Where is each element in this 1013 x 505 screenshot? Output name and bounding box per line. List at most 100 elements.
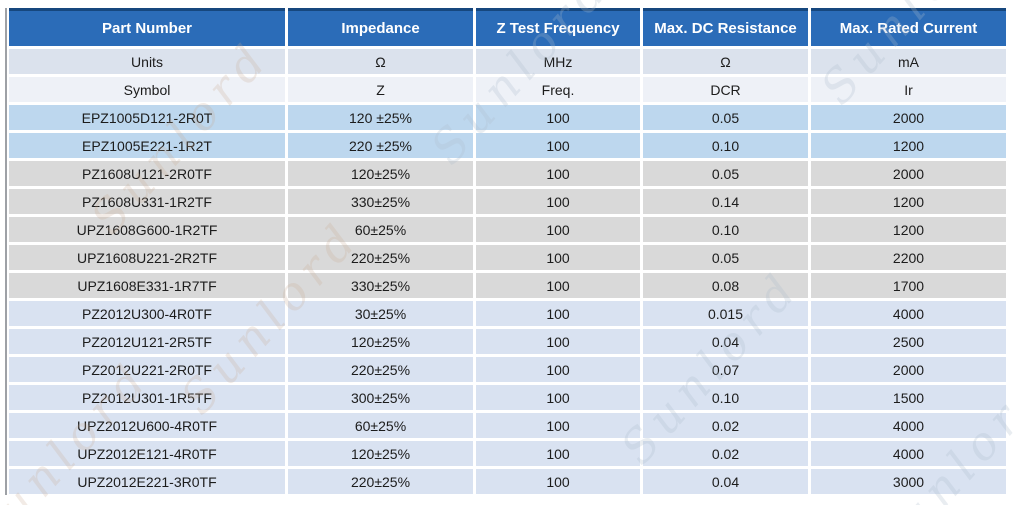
max-rated-current-cell: 1200: [811, 189, 1006, 214]
max-dc-resistance-cell: 0.08: [643, 273, 808, 298]
symbol-cell: Z: [288, 77, 473, 102]
max-rated-current-cell: 4000: [811, 441, 1006, 466]
part-number-cell: UPZ2012E221-3R0TF: [9, 469, 285, 494]
part-number-cell: UPZ1608E331-1R7TF: [9, 273, 285, 298]
z-test-frequency-cell: 100: [476, 273, 640, 298]
symbol-cell: Ir: [811, 77, 1006, 102]
impedance-cell: 120±25%: [288, 441, 473, 466]
impedance-cell: 220±25%: [288, 245, 473, 270]
table-row: PZ2012U300-4R0TF 30±25% 100 0.015 4000: [9, 301, 1006, 326]
z-test-frequency-cell: 100: [476, 161, 640, 186]
part-number-cell: EPZ1005D121-2R0T: [9, 105, 285, 130]
z-test-frequency-cell: 100: [476, 385, 640, 410]
part-number-cell: PZ1608U121-2R0TF: [9, 161, 285, 186]
symbol-row-label: Symbol: [9, 77, 285, 102]
units-cell: mA: [811, 49, 1006, 74]
header-row: Part Number Impedance Z Test Frequency M…: [9, 8, 1006, 46]
max-dc-resistance-cell: 0.02: [643, 413, 808, 438]
max-rated-current-cell: 2000: [811, 161, 1006, 186]
table-row: UPZ1608G600-1R2TF 60±25% 100 0.10 1200: [9, 217, 1006, 242]
table-row: PZ2012U301-1R5TF 300±25% 100 0.10 1500: [9, 385, 1006, 410]
z-test-frequency-cell: 100: [476, 217, 640, 242]
table-row: PZ2012U121-2R5TF 120±25% 100 0.04 2500: [9, 329, 1006, 354]
table-row: UPZ1608U221-2R2TF 220±25% 100 0.05 2200: [9, 245, 1006, 270]
units-row-label: Units: [9, 49, 285, 74]
part-number-cell: PZ1608U331-1R2TF: [9, 189, 285, 214]
part-number-cell: UPZ1608U221-2R2TF: [9, 245, 285, 270]
part-number-cell: EPZ1005E221-1R2T: [9, 133, 285, 158]
z-test-frequency-cell: 100: [476, 105, 640, 130]
impedance-cell: 220±25%: [288, 357, 473, 382]
units-row: Units Ω MHz Ω mA: [9, 49, 1006, 74]
max-dc-resistance-cell: 0.015: [643, 301, 808, 326]
z-test-frequency-cell: 100: [476, 469, 640, 494]
max-dc-resistance-cell: 0.10: [643, 217, 808, 242]
column-header-impedance: Impedance: [288, 8, 473, 46]
table-row: UPZ1608E331-1R7TF 330±25% 100 0.08 1700: [9, 273, 1006, 298]
part-number-cell: UPZ2012E121-4R0TF: [9, 441, 285, 466]
impedance-cell: 120 ±25%: [288, 105, 473, 130]
impedance-cell: 300±25%: [288, 385, 473, 410]
table-row: PZ2012U221-2R0TF 220±25% 100 0.07 2000: [9, 357, 1006, 382]
max-dc-resistance-cell: 0.05: [643, 245, 808, 270]
table-row: PZ1608U331-1R2TF 330±25% 100 0.14 1200: [9, 189, 1006, 214]
max-rated-current-cell: 1200: [811, 217, 1006, 242]
z-test-frequency-cell: 100: [476, 329, 640, 354]
max-rated-current-cell: 4000: [811, 413, 1006, 438]
table-row: UPZ2012U600-4R0TF 60±25% 100 0.02 4000: [9, 413, 1006, 438]
z-test-frequency-cell: 100: [476, 301, 640, 326]
z-test-frequency-cell: 100: [476, 413, 640, 438]
z-test-frequency-cell: 100: [476, 245, 640, 270]
max-rated-current-cell: 4000: [811, 301, 1006, 326]
max-dc-resistance-cell: 0.07: [643, 357, 808, 382]
table-row: EPZ1005D121-2R0T 120 ±25% 100 0.05 2000: [9, 105, 1006, 130]
symbol-cell: DCR: [643, 77, 808, 102]
max-rated-current-cell: 2000: [811, 105, 1006, 130]
z-test-frequency-cell: 100: [476, 133, 640, 158]
part-number-cell: UPZ1608G600-1R2TF: [9, 217, 285, 242]
units-cell: Ω: [643, 49, 808, 74]
max-rated-current-cell: 3000: [811, 469, 1006, 494]
impedance-cell: 330±25%: [288, 189, 473, 214]
part-number-cell: PZ2012U301-1R5TF: [9, 385, 285, 410]
max-dc-resistance-cell: 0.02: [643, 441, 808, 466]
part-number-cell: PZ2012U300-4R0TF: [9, 301, 285, 326]
parts-spec-table: Part Number Impedance Z Test Frequency M…: [6, 5, 1009, 497]
max-dc-resistance-cell: 0.05: [643, 105, 808, 130]
part-number-cell: UPZ2012U600-4R0TF: [9, 413, 285, 438]
column-header-z-test-frequency: Z Test Frequency: [476, 8, 640, 46]
max-rated-current-cell: 1500: [811, 385, 1006, 410]
units-cell: Ω: [288, 49, 473, 74]
max-rated-current-cell: 1700: [811, 273, 1006, 298]
table-row: UPZ2012E221-3R0TF 220±25% 100 0.04 3000: [9, 469, 1006, 494]
column-header-part-number: Part Number: [9, 8, 285, 46]
impedance-cell: 330±25%: [288, 273, 473, 298]
units-cell: MHz: [476, 49, 640, 74]
impedance-cell: 30±25%: [288, 301, 473, 326]
symbol-cell: Freq.: [476, 77, 640, 102]
impedance-cell: 220 ±25%: [288, 133, 473, 158]
column-header-max-rated-current: Max. Rated Current: [811, 8, 1006, 46]
z-test-frequency-cell: 100: [476, 189, 640, 214]
max-dc-resistance-cell: 0.10: [643, 133, 808, 158]
z-test-frequency-cell: 100: [476, 357, 640, 382]
max-dc-resistance-cell: 0.04: [643, 329, 808, 354]
part-number-cell: PZ2012U121-2R5TF: [9, 329, 285, 354]
max-dc-resistance-cell: 0.10: [643, 385, 808, 410]
impedance-cell: 220±25%: [288, 469, 473, 494]
table-row: PZ1608U121-2R0TF 120±25% 100 0.05 2000: [9, 161, 1006, 186]
column-header-max-dc-resistance: Max. DC Resistance: [643, 8, 808, 46]
impedance-cell: 120±25%: [288, 329, 473, 354]
max-rated-current-cell: 1200: [811, 133, 1006, 158]
symbol-row: Symbol Z Freq. DCR Ir: [9, 77, 1006, 102]
table-row: UPZ2012E121-4R0TF 120±25% 100 0.02 4000: [9, 441, 1006, 466]
impedance-cell: 120±25%: [288, 161, 473, 186]
part-number-cell: PZ2012U221-2R0TF: [9, 357, 285, 382]
max-rated-current-cell: 2000: [811, 357, 1006, 382]
max-rated-current-cell: 2500: [811, 329, 1006, 354]
table-row: EPZ1005E221-1R2T 220 ±25% 100 0.10 1200: [9, 133, 1006, 158]
max-dc-resistance-cell: 0.05: [643, 161, 808, 186]
impedance-cell: 60±25%: [288, 413, 473, 438]
max-rated-current-cell: 2200: [811, 245, 1006, 270]
